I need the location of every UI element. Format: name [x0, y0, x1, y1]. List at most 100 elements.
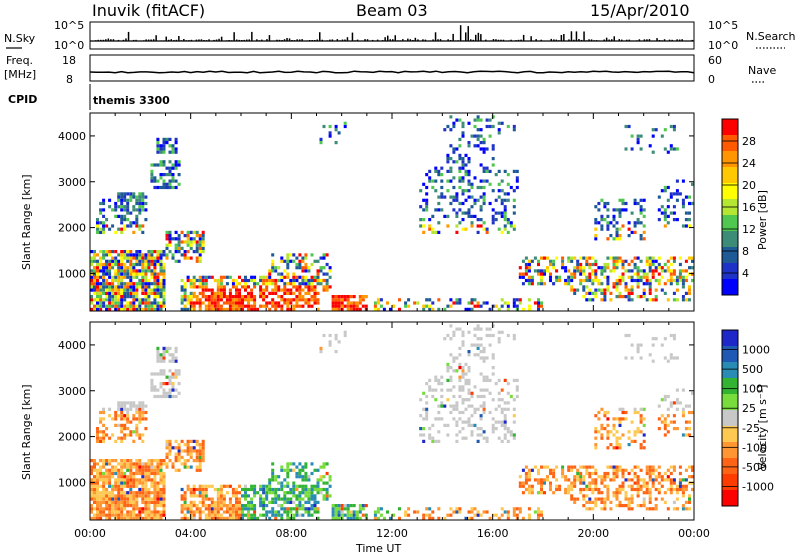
nsky-bar: [127, 31, 130, 41]
velocity-cell: [295, 494, 299, 498]
power-cell: [540, 269, 543, 273]
power-cell: [624, 201, 628, 206]
power-cell: [135, 295, 139, 299]
velocity-cell: [210, 504, 214, 508]
velocity-cell: [660, 398, 664, 402]
power-cell: [512, 198, 516, 202]
velocity-cell: [277, 504, 281, 508]
power-cell: [102, 285, 106, 289]
velocity-cell: [467, 382, 471, 386]
power-cell: [597, 278, 601, 283]
velocity-cell: [455, 356, 459, 360]
velocity-cell: [470, 430, 474, 434]
nsky-bar: [394, 35, 396, 41]
colorbar-tick-label: -25: [742, 422, 760, 435]
power-cell: [102, 269, 106, 273]
velocity-cell: [162, 471, 166, 476]
power-cell: [189, 230, 193, 234]
velocity-cell: [458, 430, 462, 434]
velocity-cell: [597, 497, 601, 501]
velocity-cell: [627, 504, 631, 508]
velocity-cell: [479, 427, 483, 431]
velocity-cell: [219, 487, 223, 492]
velocity-cell: [461, 385, 465, 389]
power-cell: [99, 208, 103, 212]
velocity-cell: [150, 478, 154, 482]
power-cell: [322, 278, 326, 283]
velocity-cell: [657, 404, 661, 408]
power-cell: [437, 221, 441, 225]
velocity-cell: [621, 481, 625, 485]
velocity-cell: [639, 407, 643, 411]
power-cell: [663, 185, 667, 190]
power-cell: [120, 256, 124, 260]
power-cell: [105, 307, 109, 311]
nsky-bar: [480, 34, 482, 41]
power-cell: [117, 198, 121, 202]
power-cell: [488, 307, 492, 311]
velocity-cell: [666, 430, 670, 434]
power-cell: [509, 185, 513, 190]
power-cell: [627, 288, 631, 292]
velocity-cell: [304, 507, 308, 511]
velocity-cell: [180, 507, 184, 511]
velocity-cell: [651, 465, 655, 469]
velocity-cell: [485, 375, 489, 379]
power-cell: [636, 285, 640, 289]
velocity-cell: [298, 504, 302, 508]
power-cell: [198, 282, 202, 286]
velocity-cell: [159, 500, 163, 504]
power-cell: [585, 285, 589, 289]
power-cell: [681, 295, 685, 299]
velocity-cell: [280, 465, 284, 469]
power-cell: [120, 272, 124, 276]
power-cell: [159, 301, 163, 305]
velocity-cell: [606, 497, 610, 501]
velocity-cell: [162, 504, 166, 508]
nsky-bar: [346, 37, 349, 41]
power-cell: [443, 195, 447, 199]
power-cell: [627, 124, 631, 129]
velocity-cell: [180, 455, 184, 459]
velocity-cell: [114, 423, 118, 427]
velocity-cell: [150, 471, 154, 476]
power-cell: [102, 201, 106, 206]
velocity-cell: [428, 388, 432, 392]
power-cell: [500, 211, 504, 215]
velocity-cell: [189, 465, 193, 469]
velocity-cell: [165, 446, 169, 450]
velocity-cell: [485, 378, 489, 382]
power-cell: [573, 256, 577, 260]
power-cell: [688, 298, 691, 302]
velocity-cell: [407, 513, 411, 517]
velocity-cell: [675, 487, 679, 492]
velocity-cell: [506, 513, 510, 517]
velocity-cell: [636, 427, 640, 431]
velocity-cell: [304, 478, 308, 482]
velocity-cell: [298, 468, 302, 472]
velocity-cell: [99, 504, 103, 508]
power-cell: [648, 291, 652, 295]
velocity-cell: [636, 504, 640, 508]
velocity-cell: [352, 504, 356, 508]
velocity-cell: [186, 439, 190, 443]
power-cell: [117, 307, 121, 311]
velocity-cell: [129, 462, 133, 466]
velocity-cell: [129, 494, 133, 498]
velocity-cell: [123, 516, 127, 520]
power-cell: [256, 282, 260, 286]
velocity-cell: [376, 507, 380, 511]
power-cell: [244, 285, 247, 289]
power-cell: [422, 182, 426, 186]
velocity-cell: [645, 491, 649, 495]
power-cell: [111, 291, 115, 295]
velocity-cell: [129, 468, 133, 472]
power-cell: [479, 141, 483, 145]
power-cell: [455, 195, 459, 199]
velocity-cell: [307, 507, 311, 511]
power-cell: [515, 169, 519, 173]
velocity-cell: [434, 388, 438, 392]
power-cell: [666, 214, 670, 218]
